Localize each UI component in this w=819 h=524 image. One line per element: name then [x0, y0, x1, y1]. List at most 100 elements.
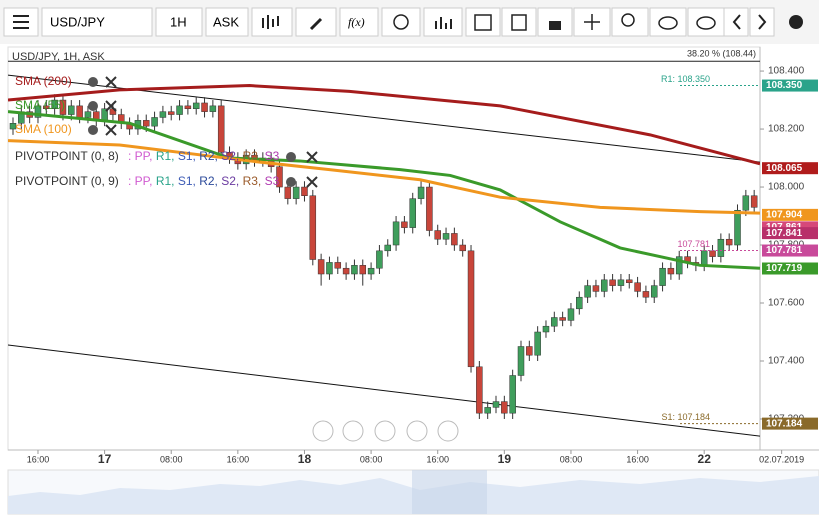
pivot-settings[interactable]	[286, 152, 296, 162]
pivot-item: R3,	[243, 174, 262, 188]
legend-settings[interactable]	[88, 77, 98, 87]
candle-body	[576, 296, 583, 310]
pivot-settings[interactable]	[286, 177, 296, 187]
chart-title: USD/JPY, 1H, ASK	[12, 51, 105, 63]
legend-settings[interactable]	[88, 125, 98, 135]
x-tick-label: 18	[298, 452, 312, 466]
candle-body	[642, 291, 650, 298]
price-badge	[762, 262, 818, 275]
candle-body	[609, 279, 616, 286]
candle-body	[659, 267, 666, 286]
report-button[interactable]	[501, 7, 537, 37]
candle-body	[326, 262, 333, 275]
upload-button[interactable]	[649, 7, 687, 37]
candle-body	[700, 250, 708, 266]
candle-body	[650, 285, 658, 298]
settings-button[interactable]	[789, 15, 803, 29]
legend-settings[interactable]	[88, 101, 98, 111]
candle-body	[626, 279, 633, 283]
pivot-remove[interactable]	[306, 151, 318, 163]
candle-body	[192, 102, 200, 110]
candle-body	[317, 259, 325, 275]
icon	[658, 16, 678, 30]
calendar-button[interactable]	[465, 7, 501, 37]
icon	[549, 21, 561, 30]
pivot-item: S3	[265, 149, 280, 163]
level-label: R1: 108.350	[661, 74, 710, 84]
info-button[interactable]	[381, 7, 421, 37]
pivot-remove[interactable]	[306, 176, 318, 188]
volume-button[interactable]	[423, 7, 463, 37]
download-button[interactable]	[687, 7, 725, 37]
candle-body	[284, 186, 292, 199]
candle-body	[601, 279, 608, 292]
scroll-right[interactable]	[437, 420, 459, 442]
indicator-button[interactable]	[339, 7, 379, 37]
icon	[309, 17, 323, 31]
candle-body	[451, 233, 458, 246]
timeframe-select[interactable]	[155, 7, 203, 37]
toolbar: USD/JPY 1H ASK f(x)	[0, 0, 819, 44]
pivot-items: : PP, R1, S1, R2, S2, R3, S3	[128, 174, 280, 188]
candle-body	[334, 262, 342, 269]
candle-body	[342, 267, 350, 275]
x-tick-label: 08:00	[360, 454, 383, 464]
candle-body	[309, 195, 317, 260]
icon	[758, 14, 767, 30]
candle-body	[9, 123, 17, 130]
candle-body	[634, 282, 641, 292]
pivot-item: : PP,	[128, 174, 152, 188]
pivot-item: : PP,	[128, 149, 152, 163]
price-badge-label: 107.904	[766, 210, 803, 221]
price-badge-label: 107.184	[766, 418, 803, 429]
reset[interactable]	[374, 420, 396, 442]
navigator-window[interactable]	[412, 470, 487, 514]
level-label: S1: 107.184	[661, 412, 710, 422]
candle-body	[501, 401, 508, 414]
next-button[interactable]	[749, 7, 775, 37]
legend-entry: SMA (200)	[15, 74, 72, 88]
candle-body	[542, 325, 550, 333]
x-tick-label: 08:00	[560, 454, 583, 464]
candle-body	[492, 401, 500, 408]
candle-body	[142, 120, 150, 127]
overlay: 108.400108.200108.000107.800107.600107.4…	[12, 49, 818, 466]
pivot-item: R3,	[243, 149, 262, 163]
candle-body	[167, 111, 175, 115]
menu-button[interactable]	[3, 7, 39, 37]
zoom-in[interactable]	[406, 420, 428, 442]
candle-body	[476, 366, 483, 414]
icon	[696, 16, 716, 30]
zoom-button[interactable]	[611, 7, 649, 37]
y-tick-label: 108.000	[768, 182, 805, 193]
candle-body	[34, 105, 42, 118]
price-badge-label: 108.350	[766, 80, 803, 91]
candle-body	[750, 195, 758, 208]
y-tick-label: 107.400	[768, 356, 805, 367]
candle-body	[467, 250, 475, 368]
legend-remove[interactable]	[105, 100, 117, 112]
legend-remove[interactable]	[105, 124, 117, 136]
x-tick-label: 08:00	[160, 454, 183, 464]
candle-body	[675, 256, 683, 275]
candle-body	[209, 105, 217, 112]
icon	[511, 14, 527, 31]
fib-label: 38.20 % (108.44)	[687, 49, 756, 59]
chart-type-button[interactable]	[251, 7, 293, 37]
pivot-item: S3	[265, 174, 280, 188]
price-side-select[interactable]	[205, 7, 249, 37]
zoom-out[interactable]	[342, 420, 364, 442]
price-badge	[762, 208, 818, 221]
x-tick-label: 22	[698, 452, 712, 466]
legend-remove[interactable]	[105, 76, 117, 88]
symbol-select[interactable]	[41, 7, 153, 37]
navigator	[7, 469, 819, 515]
candle-body	[717, 238, 725, 257]
icon	[435, 17, 452, 29]
candle-body	[384, 244, 391, 252]
scroll-left[interactable]	[312, 420, 334, 442]
prev-button[interactable]	[723, 7, 749, 37]
candle-body	[617, 279, 625, 286]
candle-body	[567, 308, 575, 321]
